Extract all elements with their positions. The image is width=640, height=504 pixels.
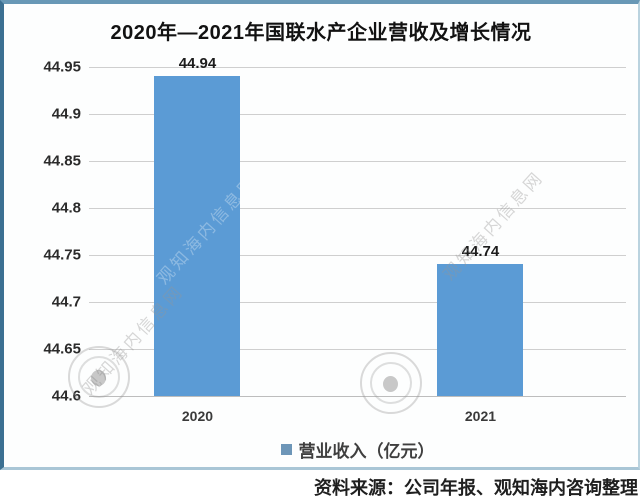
gridline	[89, 114, 626, 115]
legend-marker-icon	[280, 443, 292, 455]
bar-2020	[154, 76, 241, 396]
bar-2021	[437, 264, 524, 396]
y-axis-tick-label: 44.95	[43, 58, 81, 76]
gridline	[89, 302, 626, 303]
y-axis-tick-label: 44.8	[51, 199, 81, 217]
y-axis-tick-label: 44.75	[43, 246, 81, 264]
y-axis-tick-label: 44.85	[43, 152, 81, 170]
y-axis: 44.95 44.9 44.85 44.8 44.75 44.7 44.65 44.6	[4, 59, 81, 405]
y-axis-tick-label: 44.7	[51, 293, 81, 311]
gridline	[89, 208, 626, 209]
gridline	[89, 349, 626, 350]
data-source-note: 资料来源：公司年报、观知海内咨询整理	[314, 478, 638, 498]
chart-title: 2020年—2021年国联水产企业营收及增长情况	[110, 22, 532, 44]
circular-stamp-icon	[360, 352, 422, 414]
gridline	[89, 255, 626, 256]
legend: 营业收入（亿元）	[89, 438, 626, 461]
gridline	[89, 161, 626, 162]
circular-stamp-icon	[68, 346, 130, 408]
gridline	[89, 396, 626, 397]
bar-value-label: 44.74	[461, 243, 500, 261]
chart-panel: 2020年—2021年国联水产企业营收及增长情况 44.95 44.9 44.85 4…	[0, 0, 640, 470]
legend-label: 营业收入（亿元）	[298, 441, 435, 461]
y-axis-tick-label: 44.9	[51, 105, 81, 123]
y-axis-tick-label: 44.65	[43, 340, 81, 358]
x-axis-tick-label: 2020	[181, 408, 214, 424]
bar-value-label: 44.94	[178, 55, 217, 73]
x-axis: 2020 2021	[89, 408, 626, 428]
x-axis-tick-label: 2021	[464, 408, 497, 424]
plot-area: 44.94 44.74	[89, 55, 626, 397]
gridline	[89, 67, 626, 68]
